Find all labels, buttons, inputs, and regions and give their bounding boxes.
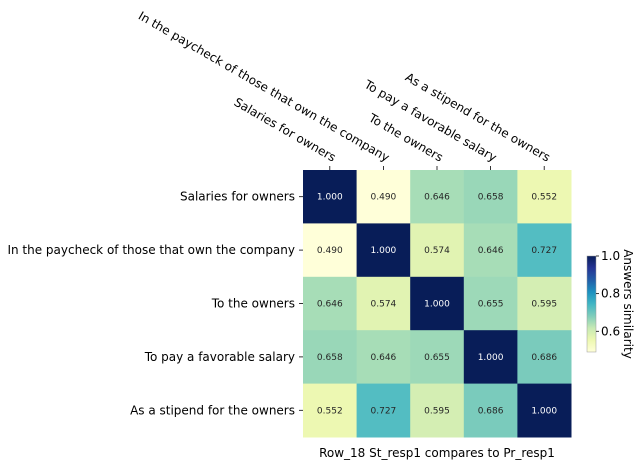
row-tick-label: Salaries for owners	[180, 190, 295, 204]
cell-value-label: 0.727	[531, 246, 557, 256]
colorbar-tick-label: 0.6	[601, 324, 620, 338]
cell-value-label: 1.000	[317, 193, 343, 203]
cell-value-label: 0.727	[371, 406, 397, 416]
colorbar-ticks: 0.6 0.8 1.0	[596, 249, 620, 338]
heatmap-cell-r0-c1	[356, 170, 411, 224]
heatmap-cell-r3-c2	[410, 330, 465, 385]
row-tick-label: In the paycheck of those that own the co…	[7, 243, 295, 257]
heatmap-cell-r2-c4	[517, 276, 572, 331]
colorbar: 0.6 0.8 1.0 Answers similarity	[586, 249, 635, 359]
heatmap-cell-r1-c4	[517, 223, 572, 278]
cell-value-label: 0.595	[531, 300, 557, 310]
cell-value-label: 1.000	[531, 406, 557, 416]
cell-value-label: 0.646	[478, 246, 504, 256]
x-axis-label: Row_18 St_resp1 compares to Pr_resp1	[319, 446, 555, 460]
cell-value-label: 0.646	[424, 193, 450, 203]
colorbar-gradient	[586, 255, 597, 353]
heatmap-cell-r3-c1	[356, 330, 411, 385]
cell-value-label: 0.686	[531, 353, 557, 363]
heatmap-cell-r0-c3	[463, 170, 518, 224]
heatmap-cell-r1-c1	[356, 223, 411, 278]
cell-value-label: 0.574	[424, 246, 450, 256]
cell-value-label: 0.686	[478, 406, 504, 416]
heatmap-cell-r2-c0	[303, 276, 358, 331]
colorbar-label: Answers similarity	[621, 249, 635, 359]
cell-value-label: 0.552	[531, 193, 557, 203]
cell-value-label: 0.658	[317, 353, 343, 363]
cell-value-label: 0.595	[424, 406, 450, 416]
heatmap-cell-r1-c0	[303, 223, 358, 278]
row-tick-label: To pay a favorable salary	[144, 350, 295, 364]
heatmap-cell-r4-c4	[517, 383, 572, 438]
colorbar-tick-label: 0.8	[601, 287, 620, 301]
cell-value-label: 0.646	[371, 353, 397, 363]
cell-value-label: 1.000	[424, 300, 450, 310]
heatmap-cell-r2-c3	[463, 276, 518, 331]
cell-value-label: 0.552	[317, 406, 343, 416]
heatmap-cell-r1-c3	[463, 223, 518, 278]
heatmap-cell-r0-c4	[517, 170, 572, 224]
cell-value-label: 0.574	[371, 300, 397, 310]
heatmap-cell-r4-c0	[303, 383, 358, 438]
cell-value-label: 1.000	[371, 246, 397, 256]
cell-value-label: 0.490	[317, 246, 343, 256]
cell-value-label: 0.655	[478, 300, 504, 310]
heatmap-cell-r4-c1	[356, 383, 411, 438]
row-tick-label: As a stipend for the owners	[130, 403, 295, 417]
cell-value-label: 0.658	[478, 193, 504, 203]
heatmap-cell-r2-c1	[356, 276, 411, 331]
heatmap-cells: 1.000 0.490 0.646 0.658 0.552 0.490 1.000 0.574…	[303, 170, 572, 438]
heatmap-cell-r1-c2	[410, 223, 465, 278]
heatmap-cell-r3-c3	[463, 330, 518, 385]
column-tick-label: In the paycheck of those that own the co…	[136, 9, 392, 165]
heatmap-cell-r0-c0	[303, 170, 358, 224]
heatmap-cell-r4-c2	[410, 383, 465, 438]
heatmap-cell-r3-c0	[303, 330, 358, 385]
cell-value-label: 0.490	[371, 193, 397, 203]
cell-value-label: 1.000	[478, 353, 504, 363]
heatmap-cell-r2-c2	[410, 276, 465, 331]
cell-value-label: 0.646	[317, 300, 343, 310]
heatmap-cell-r0-c2	[410, 170, 465, 224]
heatmap-cell-r4-c3	[463, 383, 518, 438]
cell-value-label: 0.655	[424, 353, 450, 363]
row-tick-labels: Salaries for owners In the paycheck of th…	[7, 190, 303, 417]
colorbar-tick-label: 1.0	[601, 249, 620, 263]
row-tick-label: To the owners	[211, 297, 295, 311]
heatmap-cell-r3-c4	[517, 330, 572, 385]
